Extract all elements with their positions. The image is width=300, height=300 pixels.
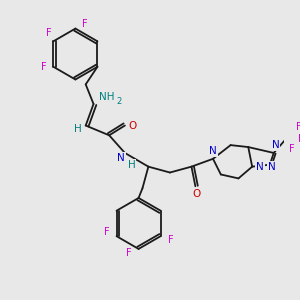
Text: F: F (104, 227, 110, 237)
Text: O: O (192, 189, 200, 199)
Text: F: F (168, 235, 173, 245)
Text: F: F (82, 19, 88, 29)
Text: F: F (41, 62, 46, 72)
Text: NH: NH (100, 92, 115, 102)
Text: F: F (298, 134, 300, 144)
Text: O: O (129, 121, 137, 130)
Text: F: F (289, 144, 294, 154)
Text: H: H (128, 160, 136, 170)
Text: F: F (46, 28, 51, 38)
Text: N: N (272, 140, 280, 150)
Text: N: N (256, 162, 264, 172)
Text: N: N (117, 153, 125, 163)
Text: F: F (296, 122, 300, 133)
Text: N: N (268, 162, 276, 172)
Text: N: N (209, 146, 217, 156)
Text: H: H (74, 124, 82, 134)
Text: 2: 2 (116, 97, 122, 106)
Text: F: F (126, 248, 132, 258)
